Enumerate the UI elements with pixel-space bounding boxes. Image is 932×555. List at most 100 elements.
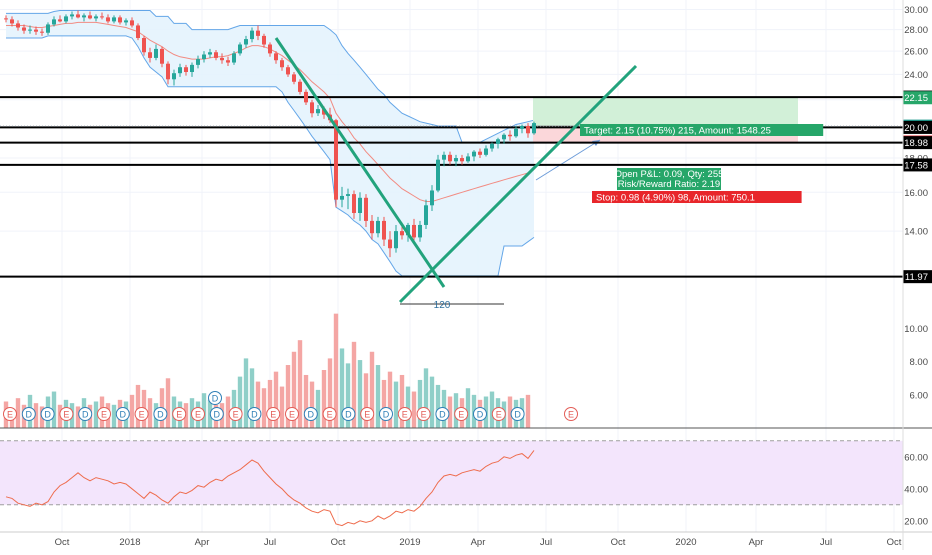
trendlines: 120 <box>274 37 638 311</box>
candle-body <box>214 52 218 58</box>
dividend-event-icon <box>153 407 168 421</box>
candle <box>520 124 524 134</box>
event-letter: E <box>195 410 201 420</box>
candle-body <box>310 102 314 114</box>
candle-body <box>184 67 188 72</box>
candle <box>130 17 134 28</box>
candle-body <box>442 154 446 160</box>
event-letter: E <box>176 410 182 420</box>
trendline-up <box>398 64 638 304</box>
volume-bar <box>435 384 441 428</box>
candle-body <box>268 44 272 54</box>
candle <box>166 61 170 85</box>
event-letter: E <box>7 410 13 420</box>
risk-reward-text: Risk/Reward Ratio: 2.19 <box>618 179 720 190</box>
candle-body <box>226 60 230 63</box>
candle-body <box>412 224 416 238</box>
pattern-label: 120 <box>434 300 451 311</box>
price-label-box <box>903 91 932 105</box>
candle-body <box>76 14 80 18</box>
open-pnl-box <box>617 168 721 190</box>
candle-body <box>292 74 296 82</box>
dividend-event-icon <box>341 407 356 421</box>
volume-bar <box>15 398 21 428</box>
event-letter: E <box>568 410 574 420</box>
price-tick-label: 16.00 <box>904 188 928 199</box>
candle-body <box>274 53 278 61</box>
candle <box>112 15 116 24</box>
candle <box>394 224 398 253</box>
candle-body <box>286 67 290 75</box>
event-letter: E <box>139 410 145 420</box>
volume-bar <box>315 389 321 428</box>
candle-body <box>514 128 518 137</box>
volume-bar <box>387 371 393 428</box>
candle-body <box>64 16 68 22</box>
candle-body <box>460 158 464 162</box>
candle <box>52 16 56 27</box>
candle <box>532 121 536 135</box>
candle <box>40 28 44 36</box>
candle <box>304 89 308 106</box>
volume-bar <box>465 388 471 428</box>
candle-body <box>430 190 434 206</box>
candle <box>466 153 470 163</box>
volume-bar <box>345 363 351 428</box>
event-letter: E <box>270 410 276 420</box>
candle-body <box>88 15 92 19</box>
volume-bar <box>111 404 117 428</box>
candle-body <box>112 17 116 22</box>
candle-body <box>52 19 56 25</box>
event-letter: D <box>120 410 127 420</box>
volume-bar <box>381 379 387 428</box>
earnings-event-icon <box>3 407 17 421</box>
event-letter: E <box>101 410 107 420</box>
volume-bar <box>525 394 531 428</box>
trendline-down <box>274 37 446 288</box>
candle <box>298 79 302 95</box>
candle-body <box>478 151 482 155</box>
event-letter: D <box>26 410 33 420</box>
earnings-event-icon <box>322 407 337 421</box>
dividend-event-icon <box>473 407 487 421</box>
candle <box>388 231 392 258</box>
event-letter: D <box>82 410 89 420</box>
volume-bar <box>135 384 141 428</box>
candle <box>94 14 98 22</box>
dividend-event-icon <box>209 407 224 421</box>
volume-tick-label: 10.00 <box>904 324 928 335</box>
date-tick-label: Jul <box>264 537 276 548</box>
dividend-event-icon <box>379 407 393 421</box>
volume-bar <box>285 365 291 428</box>
earnings-event-icon <box>454 407 469 421</box>
candle-body <box>388 239 392 249</box>
dividend-event-icon <box>21 407 36 421</box>
candle-body <box>262 35 266 45</box>
candle <box>82 13 86 22</box>
price-tick-label: 30.00 <box>904 5 928 16</box>
candle-body <box>82 15 86 18</box>
candle-body <box>448 154 452 162</box>
event-letter: D <box>212 394 219 404</box>
volume-bar <box>51 391 57 428</box>
event-letter: D <box>214 410 221 420</box>
dividend-event-icon <box>78 407 93 421</box>
volume-bar <box>93 401 99 428</box>
candle-body <box>370 220 374 234</box>
candle-body <box>280 60 284 68</box>
volume-bar <box>369 351 375 428</box>
candle <box>148 47 152 63</box>
earnings-event-icon <box>97 407 111 421</box>
volume-bar <box>489 391 495 428</box>
candle <box>262 33 266 48</box>
earnings-event-icon <box>397 407 412 421</box>
candle <box>286 64 290 77</box>
candle-body <box>298 81 302 92</box>
date-tick-label: Jul <box>540 537 552 548</box>
event-letter: D <box>345 410 352 420</box>
volume-bar <box>327 358 333 428</box>
candle <box>526 123 530 138</box>
volume-bar <box>423 368 429 428</box>
candle <box>4 15 8 23</box>
